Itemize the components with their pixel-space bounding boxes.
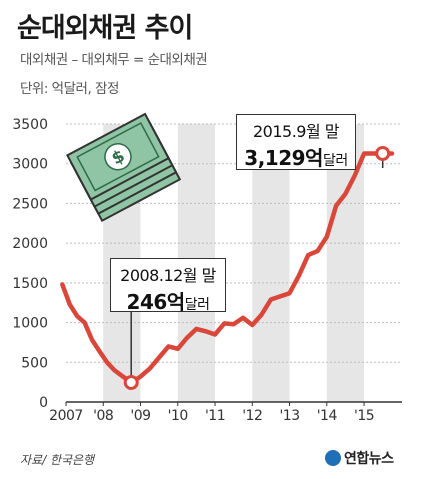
brand-name: 연합뉴스 [344, 451, 394, 467]
x-tick-label-7: '14 [317, 408, 338, 424]
x-tick-label-4: '11 [205, 408, 225, 424]
brand-icon [325, 450, 341, 466]
callout-2008-unit: 달러 [184, 297, 210, 313]
x-tick-label-0: 2007 [49, 408, 83, 424]
y-tick-label-2500: 2500 [12, 196, 48, 212]
unit-text: 단위: 억달러, 잠정 [20, 81, 119, 97]
x-tick-label-6: '13 [279, 408, 299, 424]
y-tick-labels: 0 500 1000 1500 2000 2500 3000 3500 [12, 117, 48, 411]
money-icon: $ [66, 112, 182, 223]
y-tick-label-2000: 2000 [12, 236, 48, 252]
y-tick-label-500: 500 [21, 355, 48, 371]
x-tick-label-2: '09 [130, 408, 150, 424]
brand-logo: 연합뉴스 [325, 448, 394, 468]
callout-2015-value: 3,129억 [244, 146, 323, 170]
x-tick-label-1: '08 [93, 408, 113, 424]
source-text: 자료/ 한국은행 [20, 453, 95, 467]
point-marker-0 [123, 374, 139, 390]
x-tick-label-5: '12 [242, 408, 262, 424]
point-markers [123, 145, 391, 390]
callout-2008: 2008.12월 말 246억달러 [110, 258, 226, 314]
y-tick-label-0: 0 [39, 395, 48, 411]
callout-2015-unit: 달러 [322, 153, 348, 169]
formula-text: 대외채권 – 대외채무 = 순대외채권 [20, 52, 208, 68]
point-marker-1 [375, 145, 391, 161]
page-title: 순대외채권 추이 [17, 13, 193, 44]
x-tick-label-8: '15 [354, 408, 374, 424]
year-band-2012 [252, 124, 290, 402]
y-tick-label-1500: 1500 [12, 276, 48, 292]
y-tick-label-3500: 3500 [12, 117, 48, 133]
y-tick-label-3000: 3000 [12, 157, 48, 173]
callout-2015: 2015.9월 말 3,129억달러 [236, 114, 356, 170]
callout-2008-date: 2008.12월 말 [120, 266, 216, 285]
series-line [60, 151, 395, 385]
callout-2008-value: 246억 [126, 290, 186, 314]
callout-2015-date: 2015.9월 말 [252, 122, 340, 141]
y-tick-label-1000: 1000 [12, 316, 48, 332]
x-tick-label-3: '10 [168, 408, 188, 424]
x-tick-labels: 2007 '08 '09 '10 '11 '12 '13 '14 '15 [49, 402, 375, 424]
